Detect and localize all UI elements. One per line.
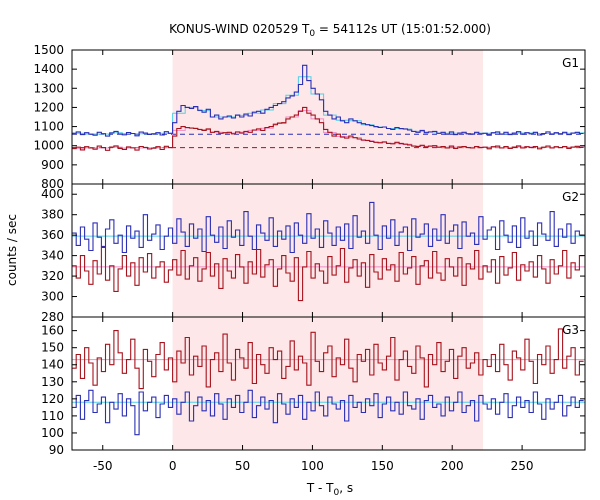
x-tick-label: 100 [301,459,324,473]
panel-plot-area [72,201,585,302]
y-axis-label: counts / sec [5,214,19,286]
histogram-blue [72,64,584,137]
y-tick-label: 150 [41,341,64,355]
y-tick-label: 140 [41,358,64,372]
x-axis-label-suffix: , s [339,481,353,495]
y-tick-label: 1000 [33,139,64,153]
x-tick-label: 0 [169,459,177,473]
chart-title-suffix: = 54112s UT (15:01:52.000) [315,22,491,36]
chart-title: KONUS-WIND 020529 T0 = 54112s UT (15:01:… [169,22,491,39]
histogram-red [72,246,584,302]
chart-title-subscript: 0 [309,29,315,39]
y-tick-label: 360 [41,228,64,242]
panel-plot-area [72,64,585,151]
y-tick-label: 1100 [33,120,64,134]
chart-title-prefix: KONUS-WIND 020529 T [169,22,310,36]
panel-label-g1: G1 [562,56,579,70]
panel-g2: 280 300 320 340 360 380 400 G2 [41,183,586,324]
shaded-interval [172,317,483,450]
y-tick-label: 1300 [33,81,64,95]
histogram-blue [72,201,584,254]
y-tick-label: 280 [41,310,64,324]
x-tick-label: 200 [441,459,464,473]
histogram-red [72,106,584,151]
histogram-blue [72,389,584,436]
x-tick-label: 50 [235,459,250,473]
y-tick-label: 320 [41,269,64,283]
panel-plot-area [72,328,585,436]
x-axis-label-subscript: 0 [334,488,340,498]
y-tick-label: 380 [41,208,64,222]
y-tick-label: 300 [41,290,64,304]
panel-label-g3: G3 [562,323,579,337]
y-tick-label: 100 [41,426,64,440]
y-tick-label: 130 [41,375,64,389]
y-tick-label: 1400 [33,62,64,76]
x-tick-label: 250 [511,459,534,473]
y-tick-label: 400 [41,187,64,201]
y-tick-label: 160 [41,324,64,338]
y-tick-label: 340 [41,249,64,263]
y-tick-label: 800 [41,177,64,191]
panels-layer: 800900100011001200130014001500G128030032… [33,43,586,473]
x-axis-label-prefix: T - T [306,481,334,495]
histogram-red [72,328,584,390]
y-tick-label: 1500 [33,43,64,57]
y-tick-label: 900 [41,158,64,172]
y-tick-label: 1200 [33,100,64,114]
panel-g1: 800 900 1000 1100 1200 1300 1400 1500 G1 [33,43,586,191]
x-tick-label: -50 [93,459,113,473]
y-tick-label: 90 [49,443,64,457]
y-tick-label: 120 [41,392,64,406]
panel-label-g2: G2 [562,190,579,204]
panel-frame [71,316,586,451]
y-tick-label: 110 [41,409,64,423]
x-axis-label: T - T0, s [306,481,353,498]
shaded-interval [172,184,483,317]
x-tick-label: 150 [371,459,394,473]
panel-g3: 90 100 110 120 130 140 150 160 G3 -50 0 50 100 150 200… [41,316,586,473]
